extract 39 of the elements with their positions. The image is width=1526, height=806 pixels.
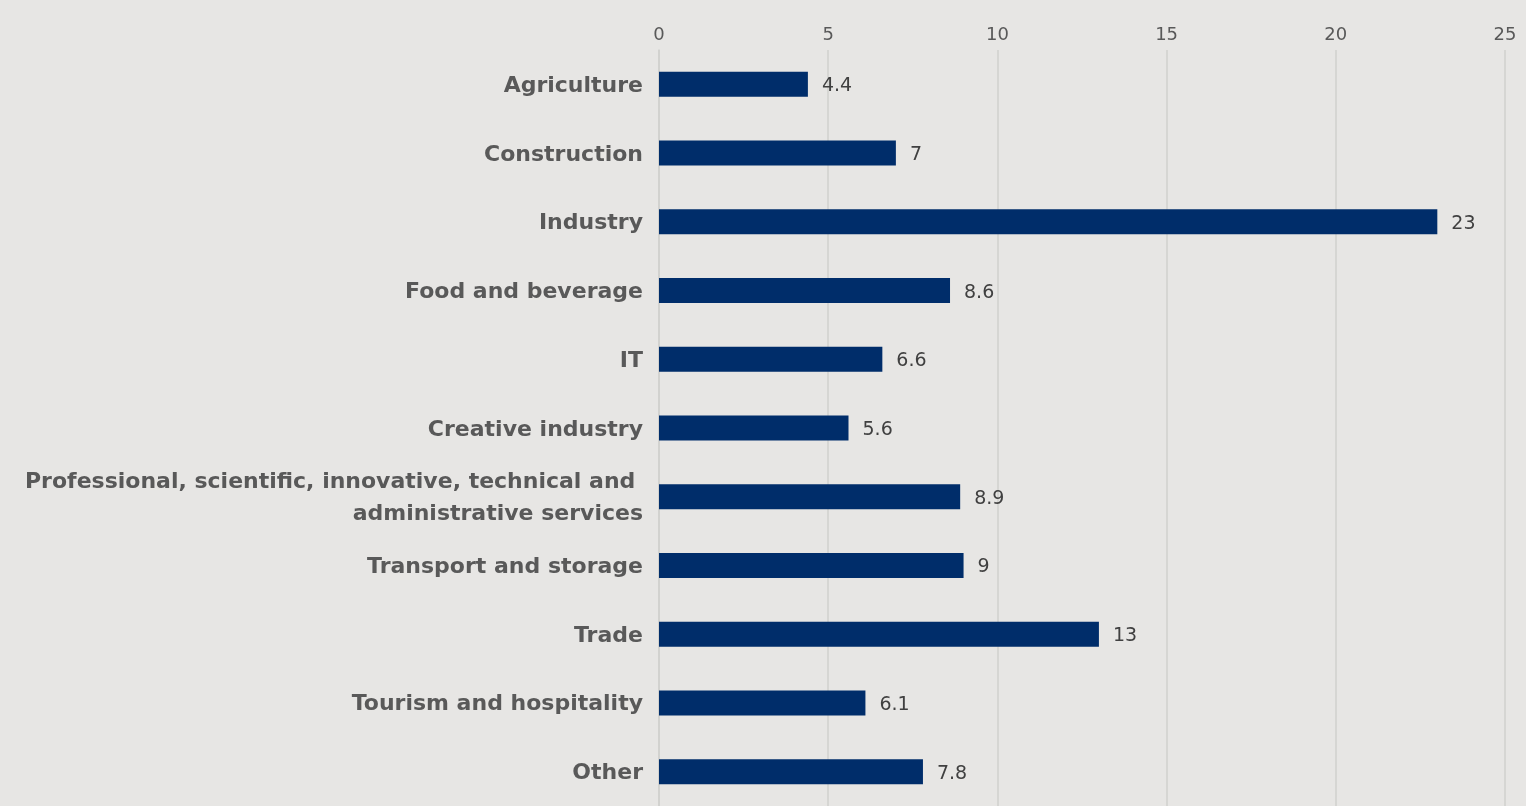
data-label: 4.4 bbox=[821, 73, 853, 96]
bar bbox=[659, 140, 896, 166]
y-tick-label: Agriculture bbox=[503, 71, 643, 97]
y-tick-label: Professional, scientific, innovative, technical and administrative services bbox=[24, 468, 643, 526]
data-label: 5.6 bbox=[862, 417, 893, 439]
bar bbox=[659, 552, 964, 578]
data-label: 7.8 bbox=[936, 760, 968, 783]
data-label: 6.6 bbox=[896, 348, 927, 371]
bar bbox=[659, 209, 1438, 235]
x-tick-label: 15 bbox=[1155, 22, 1179, 44]
y-tick-label: Other bbox=[572, 759, 644, 785]
x-tick-label: 5 bbox=[822, 22, 834, 44]
data-label: 8.6 bbox=[964, 279, 995, 302]
x-tick-label: 0 bbox=[653, 22, 665, 44]
bar bbox=[659, 415, 849, 441]
bar bbox=[659, 346, 883, 372]
x-tick-label: 10 bbox=[985, 22, 1009, 44]
bar bbox=[659, 278, 951, 304]
bar bbox=[659, 71, 808, 97]
data-label: 23 bbox=[1451, 210, 1476, 233]
data-label: 8.9 bbox=[974, 485, 1005, 508]
bar bbox=[659, 759, 923, 785]
y-tick-label: Construction bbox=[484, 140, 643, 166]
y-tick-label: Tourism and hospitality bbox=[351, 690, 643, 716]
y-tick-label: Food and beverage bbox=[405, 278, 643, 304]
y-tick-label: Transport and storage bbox=[367, 552, 643, 578]
x-tick-label: 25 bbox=[1493, 22, 1517, 44]
data-label: 6.1 bbox=[879, 691, 910, 714]
data-label: 9 bbox=[977, 554, 990, 577]
data-label: 7 bbox=[909, 142, 922, 165]
bar bbox=[659, 621, 1099, 647]
data-label: 13 bbox=[1112, 623, 1138, 646]
y-tick-label: IT bbox=[619, 346, 643, 372]
x-tick-label: 20 bbox=[1324, 22, 1348, 44]
y-tick-label: Creative industry bbox=[427, 415, 643, 441]
y-tick-label: Trade bbox=[574, 621, 643, 647]
y-tick-label: Industry bbox=[538, 209, 643, 235]
bar bbox=[659, 690, 866, 716]
bar bbox=[659, 484, 961, 510]
